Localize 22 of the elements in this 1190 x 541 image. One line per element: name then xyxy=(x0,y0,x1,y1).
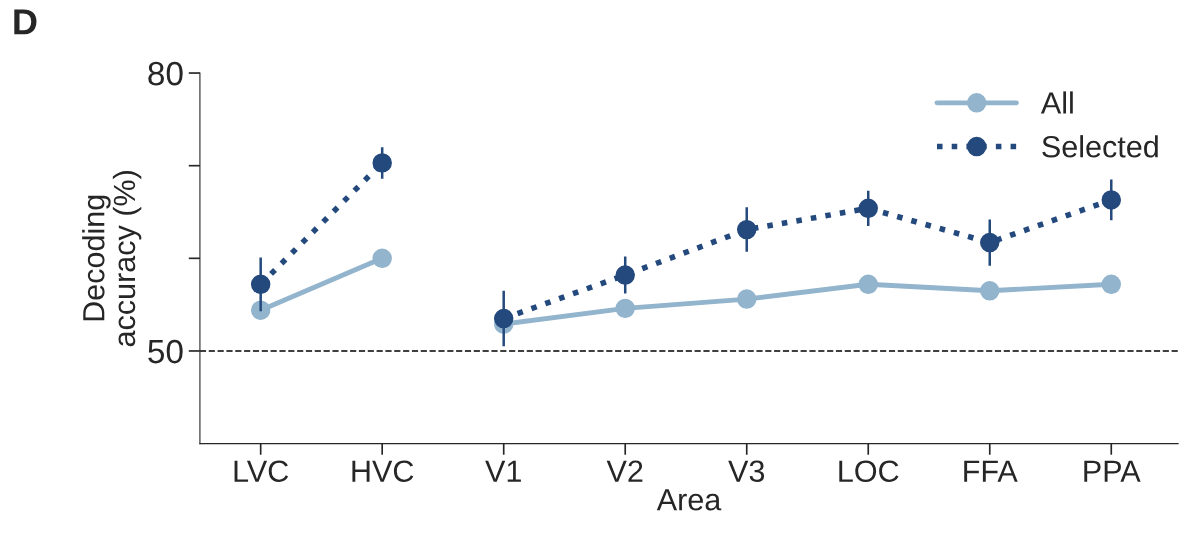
y-axis-title: Decoding accuracy (%) xyxy=(82,171,142,347)
chart-title: D xyxy=(14,9,37,35)
x-tick-label: V3 xyxy=(728,460,765,483)
x-tick-label: V1 xyxy=(485,460,521,482)
point xyxy=(858,274,878,294)
point xyxy=(1101,274,1121,294)
x-tick-label: HVC xyxy=(352,460,414,483)
x-tick-label: FFA xyxy=(964,460,1018,482)
x-tick-label: LVC xyxy=(234,460,289,483)
x-axis-title: Area xyxy=(656,489,722,511)
point xyxy=(615,298,635,319)
x-tick-label: V2 xyxy=(606,460,643,482)
point xyxy=(372,248,392,269)
y-tick-label: 50 xyxy=(148,339,183,364)
legend-label: Selected xyxy=(1042,135,1158,158)
point xyxy=(737,289,757,309)
point xyxy=(980,232,1000,253)
point xyxy=(980,281,1000,301)
x-tick-label: LOC xyxy=(839,460,899,483)
x-tick-label: PPA xyxy=(1084,460,1141,482)
legend-label: All xyxy=(1040,91,1073,114)
y-tick-label: 80 xyxy=(148,61,183,86)
